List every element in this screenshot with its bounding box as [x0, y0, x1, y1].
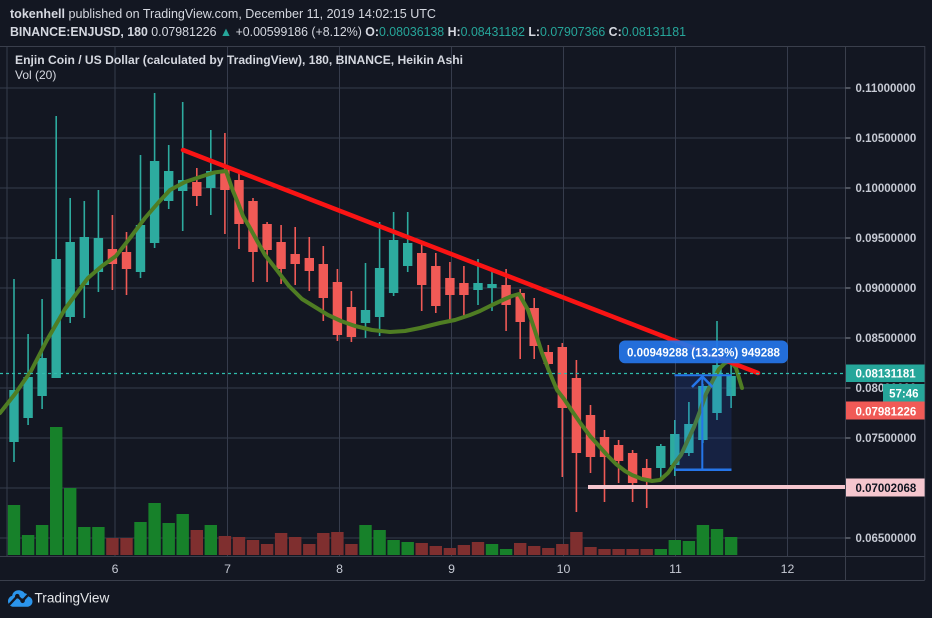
svg-text:12: 12 — [781, 562, 795, 576]
svg-text:57:46: 57:46 — [889, 388, 918, 400]
svg-text:0.09000000: 0.09000000 — [856, 283, 917, 295]
svg-text:0.07002068: 0.07002068 — [856, 483, 917, 495]
svg-text:8: 8 — [336, 562, 343, 576]
svg-text:0.10000000: 0.10000000 — [856, 183, 917, 195]
svg-text:0.07500000: 0.07500000 — [856, 433, 917, 445]
svg-text:7: 7 — [224, 562, 231, 576]
svg-text:0.00949288 (13.23%) 949288: 0.00949288 (13.23%) 949288 — [627, 345, 780, 359]
svg-text:BINANCE:ENJUSD, 180 0.0798122: BINANCE:ENJUSD, 180 0.07981226 ▲ +0.0059… — [10, 25, 686, 39]
svg-text:Vol (20): Vol (20) — [15, 68, 56, 82]
svg-text:tokenhell published on Trading: tokenhell published on TradingView.com, … — [10, 7, 436, 21]
svg-text:9: 9 — [448, 562, 455, 576]
svg-text:Enjin Coin / US Dollar (calcul: Enjin Coin / US Dollar (calculated by Tr… — [15, 53, 463, 67]
svg-text:6: 6 — [112, 562, 119, 576]
svg-text:TradingView: TradingView — [35, 591, 110, 606]
svg-text:0.08131181: 0.08131181 — [856, 369, 917, 381]
svg-text:0.07981226: 0.07981226 — [856, 407, 917, 419]
svg-text:11: 11 — [669, 562, 682, 576]
svg-text:0.09500000: 0.09500000 — [856, 233, 917, 245]
svg-text:0.11000000: 0.11000000 — [856, 83, 916, 95]
svg-text:10: 10 — [557, 562, 571, 576]
svg-text:0.10500000: 0.10500000 — [856, 133, 917, 145]
svg-text:0.06500000: 0.06500000 — [856, 533, 917, 545]
svg-text:0.08500000: 0.08500000 — [856, 333, 917, 345]
